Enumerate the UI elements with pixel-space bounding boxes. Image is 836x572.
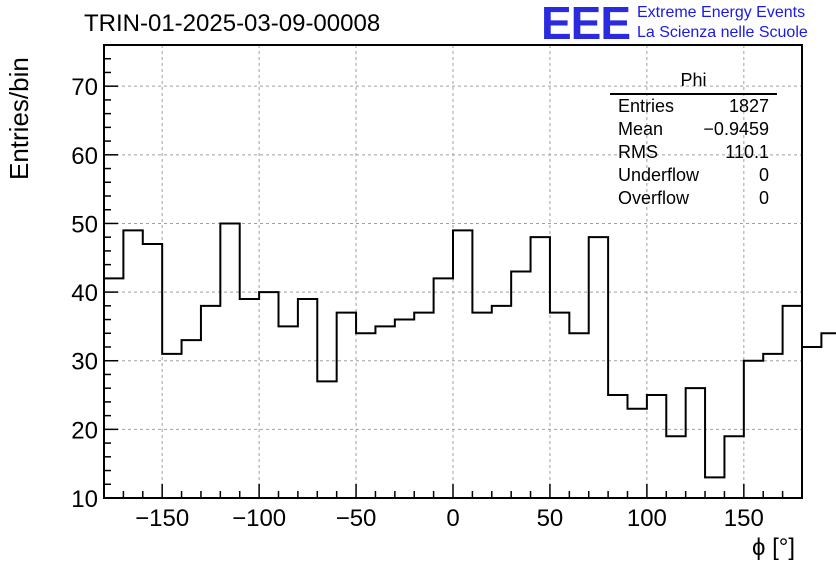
y-axis-label: Entries/bin (4, 57, 34, 180)
logo-line-2: La Scienza nelle Scuole (637, 24, 808, 41)
y-tick-label: 60 (71, 143, 98, 170)
x-tick-label: 50 (537, 505, 564, 532)
stats-row: Entries 1827 (610, 95, 777, 118)
stats-box: Phi Entries 1827 Mean −0.9459 RMS 110.1 … (610, 70, 777, 210)
x-tick-labels: −150 −100 −50 0 50 100 150 (135, 505, 764, 532)
y-tick-labels: 10 20 30 40 50 60 70 (71, 74, 98, 513)
stats-row: Mean −0.9459 (610, 118, 777, 141)
histogram-step-line (104, 222, 836, 479)
stats-value: −0.9459 (703, 119, 769, 139)
x-tick-label: −100 (232, 505, 286, 532)
y-tick-label: 30 (71, 349, 98, 376)
y-tick-label: 20 (71, 417, 98, 444)
stats-row: Underflow 0 (610, 164, 777, 187)
stats-value: 0 (758, 188, 769, 208)
x-axis-label: ϕ [°] (752, 534, 796, 561)
stats-value: 1827 (728, 96, 769, 116)
chart-title: TRIN-01-2025-03-09-00008 (84, 10, 381, 37)
stats-label: Entries (618, 96, 675, 116)
y-tick-label: 10 (71, 486, 98, 513)
stats-value: 110.1 (725, 142, 769, 162)
y-tick-label: 70 (71, 74, 98, 101)
y-tick-label: 50 (71, 211, 98, 238)
y-tick-label: 40 (71, 280, 98, 307)
stats-label: Overflow (618, 188, 690, 208)
stats-value: 0 (758, 165, 769, 185)
stats-row: Overflow 0 (610, 187, 777, 210)
x-tick-label: −150 (135, 505, 189, 532)
stats-label: Underflow (618, 165, 700, 185)
stats-label: RMS (618, 142, 658, 162)
stats-row: RMS 110.1 (610, 141, 777, 164)
x-tick-label: 100 (627, 505, 667, 532)
stats-label: Mean (618, 119, 664, 139)
x-tick-label: 0 (446, 505, 459, 532)
logo-line-1: Extreme Energy Events (637, 4, 806, 21)
stats-box-title: Phi (610, 70, 777, 95)
x-tick-label: −50 (336, 505, 377, 532)
axis-ticks (103, 44, 803, 499)
x-tick-label: 150 (724, 505, 764, 532)
eee-logo: EEE (541, 0, 631, 49)
